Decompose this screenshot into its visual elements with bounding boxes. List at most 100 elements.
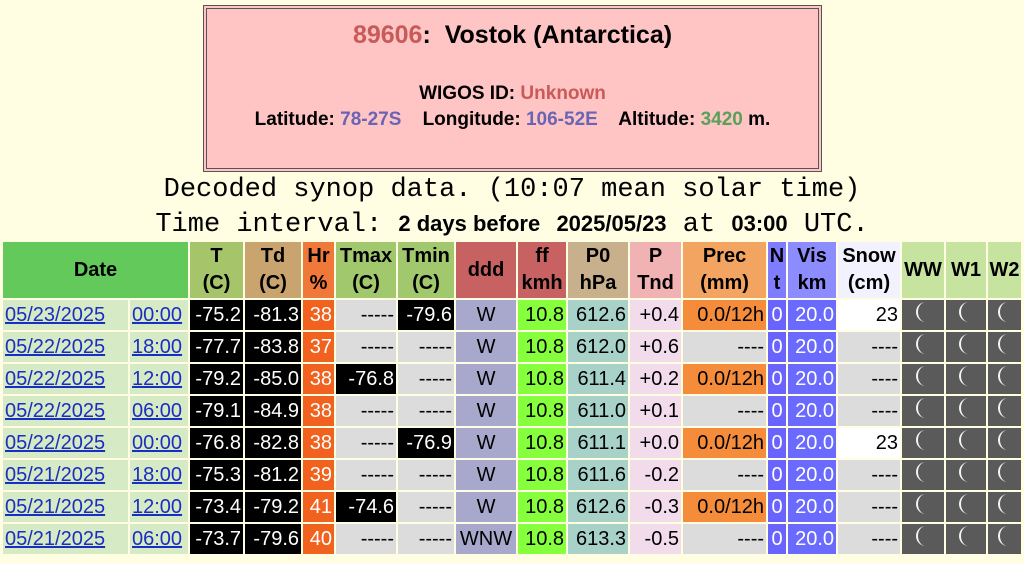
cell: -76.9 — [398, 428, 455, 458]
table-body: 05/23/2025 00:00 -75.2 -81.3 38 ----- -79.6 W 10… — [3, 300, 1022, 554]
date-link[interactable]: 05/22/2025 — [5, 367, 106, 390]
cell: 20.0 — [788, 300, 837, 330]
header-text: (mm) — [700, 272, 749, 294]
cell-text: 41 — [309, 495, 333, 518]
cell-text: +0.6 — [639, 335, 680, 358]
cell-text: 10.8 — [525, 399, 565, 422]
interval-at: at — [682, 210, 716, 240]
cell-text: 0 — [771, 399, 783, 422]
time-link[interactable]: 12:00 — [132, 367, 183, 390]
header-text: Date — [73, 258, 118, 281]
weather-icon — [959, 334, 970, 354]
column-header: Tmin (C) — [398, 242, 455, 298]
cell-text: ---- — [871, 399, 899, 422]
weather-cell — [946, 332, 987, 362]
cell-text: ---- — [737, 335, 765, 358]
weather-icon — [959, 366, 970, 386]
cell-text: W — [476, 367, 496, 390]
cell-text: -79.1 — [195, 399, 242, 422]
cell: ---- — [838, 332, 901, 362]
cell-text: -83.8 — [253, 335, 300, 358]
weather-icon — [997, 334, 1008, 354]
cell: ----- — [398, 524, 455, 554]
cell-text: 20.0 — [795, 303, 835, 326]
cell-text: 0 — [771, 495, 783, 518]
cell-text: 611.4 — [577, 367, 627, 390]
cell: -79.6 — [398, 300, 455, 330]
altitude-label: Altitude: — [618, 109, 696, 130]
date-link[interactable]: 05/22/2025 — [5, 399, 106, 422]
cell-text: -75.3 — [195, 463, 242, 486]
time-link[interactable]: 06:00 — [132, 399, 183, 422]
cell: 10.8 — [518, 428, 567, 458]
weather-icon — [997, 302, 1008, 322]
station-number: 89606 — [352, 21, 423, 49]
header-text: Tmin — [402, 245, 450, 267]
cell: ----- — [398, 460, 455, 490]
data-row: 05/22/2025 12:00 -79.2 -85.0 38 -76.8 ----- W 10… — [3, 364, 1022, 394]
cell: 18:00 — [130, 332, 189, 362]
cell: 0.0/12h — [683, 492, 767, 522]
date-link[interactable]: 05/21/2025 — [5, 463, 106, 486]
time-link[interactable]: 12:00 — [132, 495, 183, 518]
cell: 00:00 — [130, 428, 189, 458]
data-row: 05/22/2025 00:00 -76.8 -82.8 38 ----- -76.9 W 10… — [3, 428, 1022, 458]
cell-text: -79.2 — [195, 367, 242, 390]
weather-cell — [946, 524, 987, 554]
cell: 06:00 — [130, 396, 189, 426]
weather-icon — [916, 366, 927, 386]
cell: 0 — [768, 332, 787, 362]
date-link[interactable]: 05/22/2025 — [5, 335, 106, 358]
cell: ---- — [683, 332, 767, 362]
time-link[interactable]: 00:00 — [132, 303, 183, 326]
cell-text: 0 — [771, 527, 783, 550]
date-link[interactable]: 05/22/2025 — [5, 431, 106, 454]
cell: -79.6 — [245, 524, 302, 554]
header-text: ff — [535, 245, 549, 267]
cell: 40 — [303, 524, 335, 554]
date-link[interactable]: 05/23/2025 — [5, 303, 106, 326]
cell: 38 — [303, 428, 335, 458]
time-link[interactable]: 18:00 — [132, 463, 183, 486]
cell-text: W — [476, 495, 496, 518]
weather-cell — [946, 428, 987, 458]
cell: 00:00 — [130, 300, 189, 330]
station-info: WIGOS ID: Unknown Latitude: 78-27S Longi… — [207, 81, 818, 133]
cell: -76.8 — [190, 428, 244, 458]
column-header: WW — [902, 242, 945, 298]
cell-text: ----- — [418, 495, 453, 518]
cell-text: 40 — [309, 527, 333, 550]
cell-text: 612.6 — [575, 303, 627, 326]
cell: 10.8 — [518, 524, 567, 554]
column-header: Td (C) — [245, 242, 302, 298]
date-link[interactable]: 05/21/2025 — [5, 527, 106, 550]
header-text: P0 — [585, 245, 611, 267]
time-link[interactable]: 00:00 — [132, 431, 183, 454]
time-link[interactable]: 06:00 — [132, 527, 183, 550]
cell: 10.8 — [518, 332, 567, 362]
weather-cell — [946, 460, 987, 490]
cell-text: -76.8 — [195, 431, 242, 454]
cell-text: 10.8 — [525, 335, 565, 358]
cell-text: 10.8 — [525, 303, 565, 326]
cell: +0.4 — [630, 300, 682, 330]
cell: 0.0/12h — [683, 364, 767, 394]
weather-icon — [916, 526, 927, 546]
date-link[interactable]: 05/21/2025 — [5, 495, 106, 518]
cell-text: 23 — [875, 303, 899, 326]
interval-value: 2 days before — [398, 211, 541, 236]
cell: 611.4 — [568, 364, 629, 394]
header-text: ddd — [467, 258, 505, 281]
cell: 20.0 — [788, 524, 837, 554]
cell-text: ---- — [737, 527, 765, 550]
time-link[interactable]: 18:00 — [132, 335, 183, 358]
cell: 05/22/2025 — [3, 396, 128, 426]
weather-icon — [959, 526, 970, 546]
cell-text: -0.5 — [644, 527, 680, 550]
cell-text: 38 — [309, 399, 333, 422]
weather-cell — [988, 364, 1022, 394]
cell-text: 612.0 — [575, 335, 627, 358]
header-text: km — [797, 272, 827, 294]
cell-text: W — [476, 463, 496, 486]
